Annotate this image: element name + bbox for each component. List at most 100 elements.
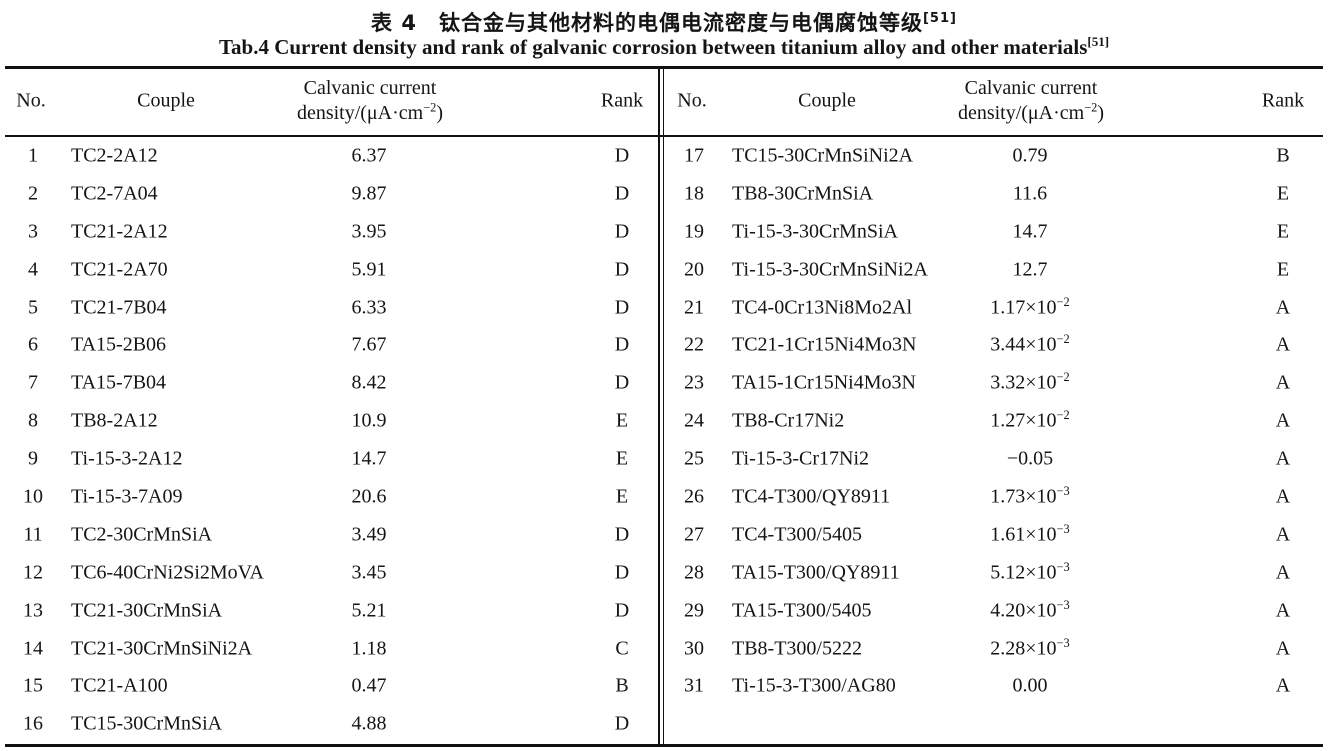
cell-rank: D [614,333,630,356]
cell-rank: A [1275,599,1291,622]
cell-density: 6.37 [351,144,387,167]
cell-couple: TA15-7B04 [71,371,167,394]
table-row: 22 TC21-1Cr15Ni4Mo3N 3.44×10−2 A [666,326,1323,364]
center-divider-line-left [658,66,660,747]
cell-rank: A [1275,485,1291,508]
cell-no: 27 [684,523,704,546]
cell-rank: D [614,523,630,546]
cell-density: 0.47 [351,674,387,697]
cell-rank: A [1275,296,1291,318]
cell-density: 5.12×10−3 [990,559,1070,584]
cell-no: 17 [684,144,704,167]
cell-couple: TC21-2A70 [71,258,168,281]
table-row: 13 TC21-30CrMnSiA 5.21 D [5,592,658,630]
cell-couple: Ti-15-3-7A09 [71,485,183,508]
cell-no: 24 [684,409,704,432]
cell-couple: TA15-1Cr15Ni4Mo3N [732,371,916,394]
table-row: 15 TC21-A100 0.47 B [5,667,658,705]
column-header-no: No. [677,89,707,111]
table-row: 31 Ti-15-3-T300/AG80 0.00 A [666,667,1323,705]
cell-rank: D [614,296,630,318]
cell-rank: E [615,409,629,432]
column-header-rank: Rank [600,89,644,111]
cell-couple: TC4-T300/5405 [732,523,862,546]
cell-density: 1.61×10−3 [990,521,1070,546]
table-row: 29 TA15-T300/5405 4.20×10−3 A [666,592,1323,630]
cell-density: 8.42 [351,371,387,394]
cell-density: 3.95 [351,220,387,243]
cell-rank: A [1275,674,1291,697]
column-header-density: Calvanic current density/(μA·cm−2) [911,76,1151,126]
column-header-couple: Couple [137,89,195,111]
cell-couple: TB8-T300/5222 [732,637,862,660]
cell-couple: Ti-15-3-30CrMnSiA [732,220,898,243]
cell-couple: TC2-7A04 [71,182,158,205]
center-divider-line-right [662,66,665,747]
cell-no: 5 [28,296,38,318]
cell-rank: A [1275,561,1291,584]
cell-couple: TC6-40CrNi2Si2MoVA [71,561,264,584]
cell-no: 28 [684,561,704,584]
cell-no: 11 [23,523,43,546]
cell-density: 1.27×10−2 [990,408,1070,432]
table-row: 27 TC4-T300/5405 1.61×10−3 A [666,516,1323,554]
table-title-chinese: 表 4 钛合金与其他材料的电偶电流密度与电偶腐蚀等级[51] [371,11,957,35]
table-row: 24 TB8-Cr17Ni2 1.27×10−2 A [666,402,1323,440]
table-row: 17 TC15-30CrMnSiNi2A 0.79 B [666,137,1323,175]
cell-no: 6 [28,333,38,356]
cell-density: 5.21 [351,599,387,622]
cell-density: 3.44×10−2 [990,332,1070,356]
cell-rank: D [614,371,630,394]
cell-no: 2 [28,182,38,205]
cell-rank: A [1275,637,1291,660]
cell-density: 4.20×10−3 [990,597,1070,622]
cell-no: 14 [23,637,43,660]
cell-density: 1.17×10−2 [990,294,1070,318]
table-left-half: No. Couple Calvanic current density/(μA·… [5,66,658,747]
cell-couple: TC2-2A12 [71,144,158,167]
table-row: 11 TC2-30CrMnSiA 3.49 D [5,516,658,554]
table-row: 12 TC6-40CrNi2Si2MoVA 3.45 D [5,554,658,592]
cell-rank: E [615,485,629,508]
cell-couple: TB8-30CrMnSiA [732,182,874,205]
cell-no: 25 [684,447,704,470]
column-header-couple: Couple [798,89,856,111]
table-row: 10 Ti-15-3-7A09 20.6 E [5,478,658,516]
cell-no: 9 [28,447,38,470]
cell-no: 23 [684,371,704,394]
cell-couple: TC4-T300/QY8911 [732,485,891,508]
table-row: 16 TC15-30CrMnSiA 4.88 D [5,705,658,743]
cell-rank: D [614,144,630,167]
cell-rank: D [614,712,630,735]
cell-no: 13 [23,599,43,622]
table-row: 1 TC2-2A12 6.37 D [5,137,658,175]
cell-no: 3 [28,220,38,243]
table-row: 21 TC4-0Cr13Ni8Mo2Al 1.17×10−2 A [666,289,1323,327]
cell-rank: A [1275,447,1291,470]
cell-rank: A [1275,371,1291,394]
cell-density: 0.00 [1012,674,1048,697]
cell-rank: E [1276,258,1290,281]
cell-no: 20 [684,258,704,281]
cell-density: 7.67 [351,333,387,356]
cell-rank: C [615,637,629,660]
cell-couple: TC21-7B04 [71,296,167,318]
cell-rank: D [614,561,630,584]
table-row: 25 Ti-15-3-Cr17Ni2 −0.05 A [666,440,1323,478]
cell-rank: D [614,258,630,281]
table-row: 9 Ti-15-3-2A12 14.7 E [5,440,658,478]
table-row: 28 TA15-T300/QY8911 5.12×10−3 A [666,554,1323,592]
cell-density: 3.32×10−2 [990,370,1070,394]
cell-no: 10 [23,485,43,508]
table-row: 19 Ti-15-3-30CrMnSiA 14.7 E [666,213,1323,251]
cell-density: 14.7 [351,447,387,470]
cell-couple: TC21-1Cr15Ni4Mo3N [732,333,917,356]
column-header-density-line1: Calvanic current [303,76,437,99]
cell-density: 2.28×10−3 [990,635,1070,660]
table-row: 5 TC21-7B04 6.33 D [5,289,658,327]
cell-couple: TB8-Cr17Ni2 [732,409,845,432]
cell-no: 12 [23,561,43,584]
table-row: 6 TA15-2B06 7.67 D [5,326,658,364]
cell-couple: TC21-30CrMnSiA [71,599,223,622]
cell-rank: B [615,674,629,697]
